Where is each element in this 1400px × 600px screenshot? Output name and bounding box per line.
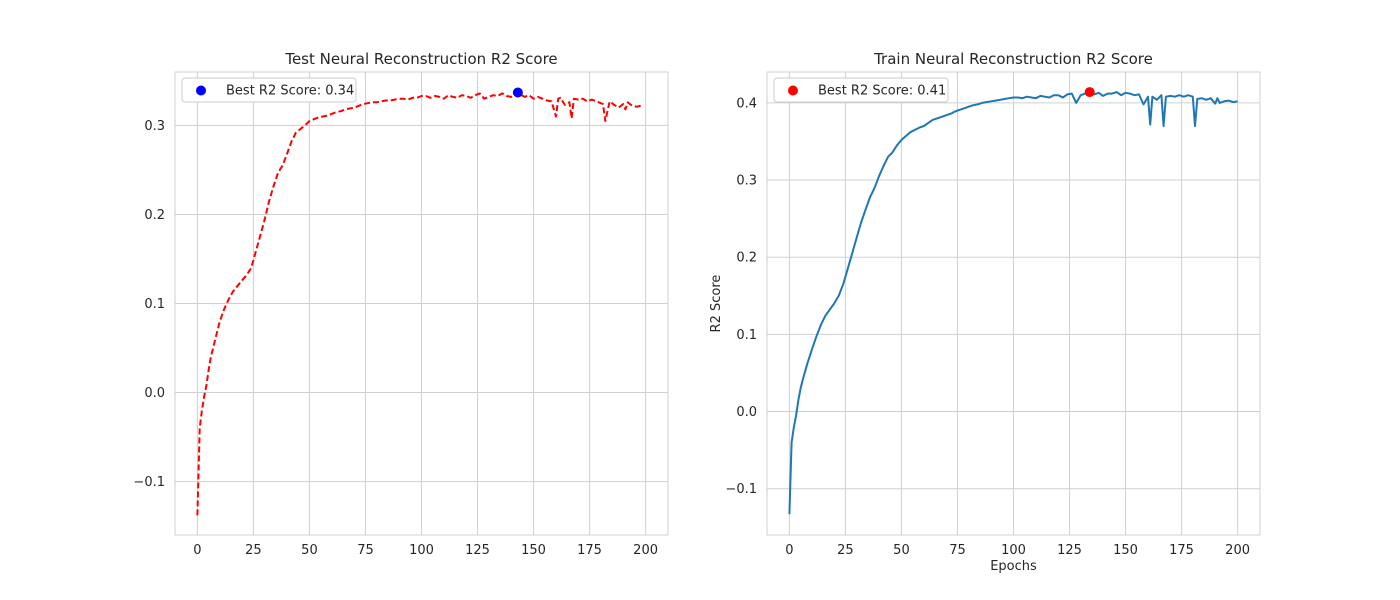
train-y-tick-label: −0.1 [725, 482, 757, 497]
train-chart-title: Train Neural Reconstruction R2 Score [873, 50, 1153, 68]
train-x-tick-label: 0 [785, 543, 793, 558]
test-x-tick-label: 100 [409, 543, 434, 558]
test-legend-label: Best R2 Score: 0.34 [226, 84, 354, 99]
test-x-tick-label: 75 [357, 543, 374, 558]
train-legend-label: Best R2 Score: 0.41 [818, 84, 946, 99]
test-x-tick-label: 150 [521, 543, 546, 558]
test-x-tick-label: 200 [633, 543, 658, 558]
train-x-tick-label: 50 [893, 543, 910, 558]
train-y-tick-label: 0.4 [736, 96, 757, 111]
train-panel: 0 25 50 75 100 125 150 175 200 −0.1 0.0 0.1 0.2 0.3 0… [709, 50, 1261, 574]
train-best-point [1084, 87, 1095, 98]
train-legend-box [773, 77, 949, 103]
test-legend-marker [196, 85, 206, 96]
test-x-tick-label: 175 [577, 543, 602, 558]
test-series-line [196, 91, 642, 516]
test-y-tick-label: −0.1 [133, 475, 165, 490]
test-legend-box [181, 77, 357, 103]
test-chart-title: Test Neural Reconstruction R2 Score [284, 50, 557, 68]
train-x-tick-label: 150 [1113, 543, 1138, 558]
train-x-tick-label: 125 [1057, 543, 1082, 558]
test-y-tick-label: 0.2 [144, 208, 165, 223]
train-y-tick-label: 0.2 [736, 251, 757, 266]
test-x-tick-label: 125 [465, 543, 490, 558]
test-x-tick-label: 25 [245, 543, 262, 558]
train-yticks: −0.1 0.0 0.1 0.2 0.3 0.4 [725, 96, 757, 497]
train-y-axis-label: R2 Score [709, 275, 724, 333]
train-x-axis-label: Epochs [990, 559, 1037, 574]
train-x-tick-label: 25 [837, 543, 854, 558]
test-grid [175, 72, 668, 535]
train-y-tick-label: 0.1 [736, 328, 757, 343]
train-y-tick-label: 0.3 [736, 174, 757, 189]
train-y-tick-label: 0.0 [736, 405, 757, 420]
train-legend-marker [788, 85, 798, 96]
train-series-line [788, 91, 1238, 515]
test-x-tick-label: 50 [301, 543, 318, 558]
train-grid [767, 72, 1260, 535]
train-x-tick-label: 100 [1001, 543, 1026, 558]
train-x-tick-label: 200 [1225, 543, 1250, 558]
test-legend: Best R2 Score: 0.34 [181, 77, 357, 103]
test-y-tick-label: 0.0 [144, 386, 165, 401]
train-x-tick-label: 175 [1169, 543, 1194, 558]
test-x-tick-label: 0 [193, 543, 201, 558]
test-y-tick-label: 0.1 [144, 297, 165, 312]
train-legend: Best R2 Score: 0.41 [773, 77, 949, 103]
train-x-tick-label: 75 [949, 543, 966, 558]
train-xticks: 0 25 50 75 100 125 150 175 200 [785, 543, 1250, 558]
test-best-point [512, 87, 523, 98]
test-yticks: −0.1 0.0 0.1 0.2 0.3 [133, 119, 165, 490]
test-xticks: 0 25 50 75 100 125 150 175 200 [193, 543, 658, 558]
test-panel: 0 25 50 75 100 125 150 175 200 −0.10.00.10.20.3 … [133, 50, 669, 558]
test-y-tick-label: 0.3 [144, 119, 165, 134]
